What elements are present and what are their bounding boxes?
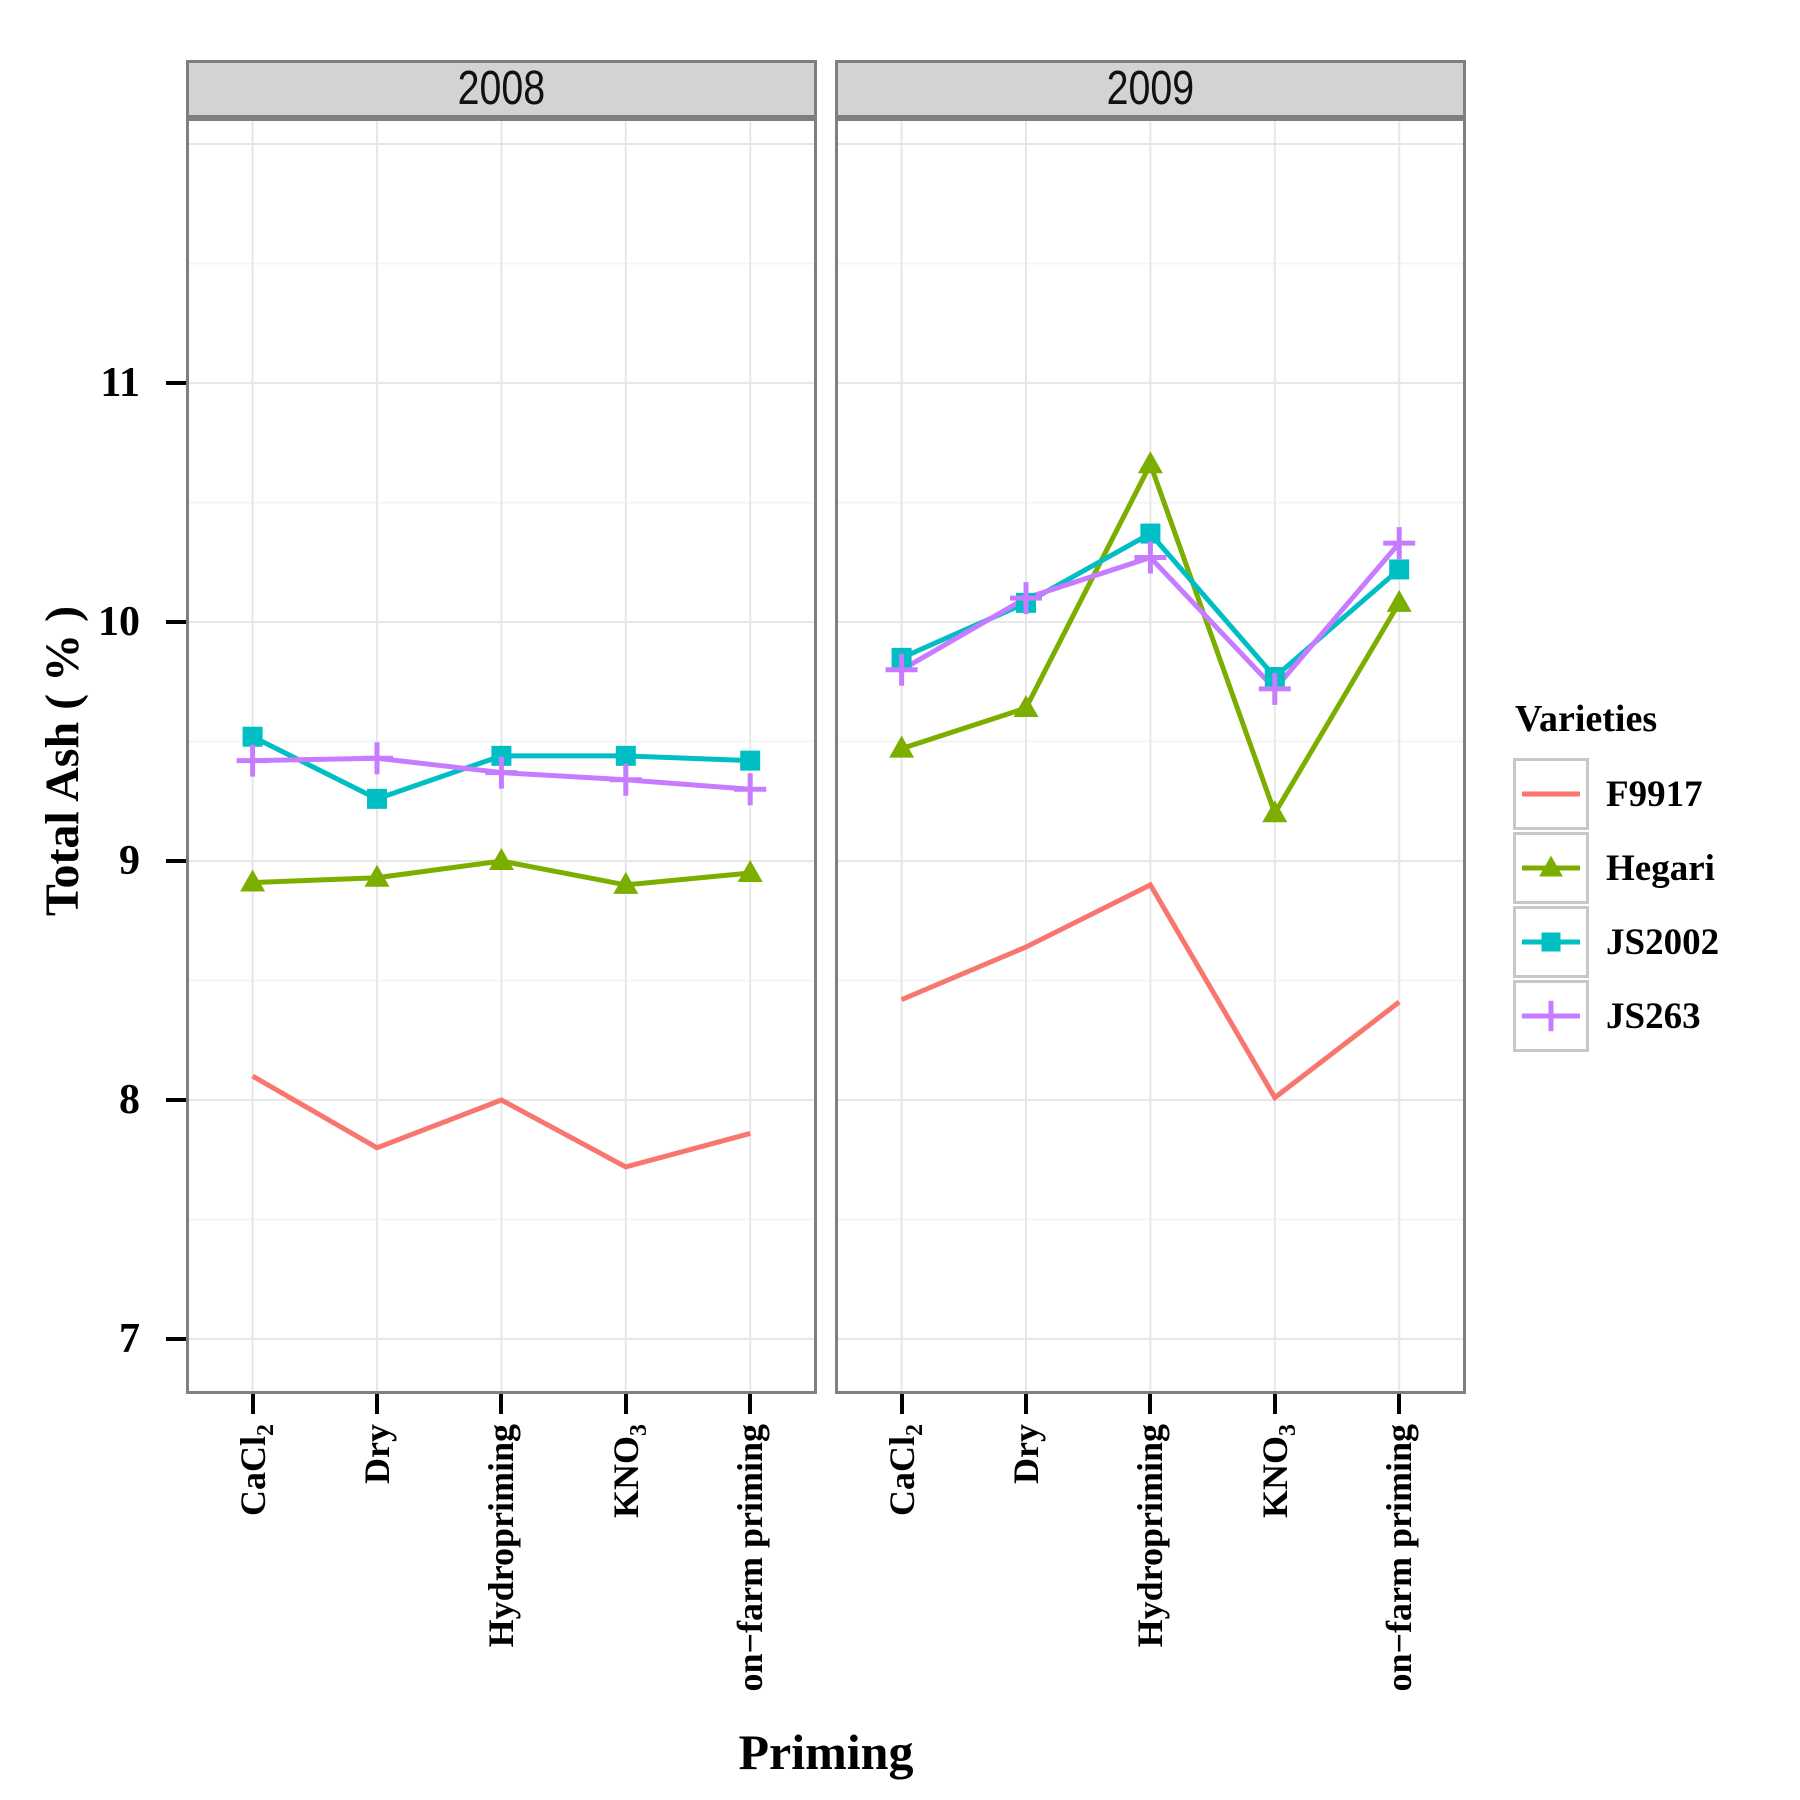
plus-marker xyxy=(361,742,393,775)
legend-symbol-line xyxy=(1522,791,1580,797)
panel-2009 xyxy=(835,118,1466,1394)
x-category-label: on−farm priming xyxy=(1379,1424,1420,1692)
series-line-F9917 xyxy=(900,881,1401,1102)
triangle-marker xyxy=(1539,855,1563,877)
y-axis-tick xyxy=(166,859,186,863)
x-category-label: KNO3 xyxy=(605,1424,652,1519)
square-marker xyxy=(491,745,512,766)
legend-key-F9917 xyxy=(1513,758,1589,830)
triangle-marker xyxy=(1137,451,1163,474)
triangle-marker xyxy=(364,864,390,887)
x-category-label: Dry xyxy=(1006,1424,1046,1484)
facet-strip-label: 2008 xyxy=(457,62,546,115)
x-category-label: Hydropriming xyxy=(1130,1424,1171,1648)
plus-marker xyxy=(1383,527,1416,560)
legend-label-JS263: JS263 xyxy=(1606,995,1701,1037)
plus-marker xyxy=(885,653,918,686)
square-marker xyxy=(1140,523,1161,544)
plus-marker xyxy=(1134,541,1167,574)
triangle-marker xyxy=(1386,589,1412,612)
legend-label-JS2002: JS2002 xyxy=(1606,921,1720,963)
x-axis-tick xyxy=(748,1394,753,1414)
x-axis-tick xyxy=(1272,1394,1277,1414)
y-tick-label: 8 xyxy=(119,1077,140,1123)
y-axis-tick xyxy=(166,1098,186,1102)
legend-symbol-triangle xyxy=(1522,855,1580,877)
x-axis-tick xyxy=(250,1394,255,1414)
y-axis-tick xyxy=(166,381,186,385)
triangle-marker xyxy=(488,848,514,870)
panel-2009-plot xyxy=(835,118,1466,1394)
plus-marker xyxy=(485,756,518,789)
triangle-marker xyxy=(737,859,763,882)
x-category-label: KNO3 xyxy=(1254,1424,1301,1519)
plus-marker xyxy=(1010,582,1042,615)
square-marker xyxy=(242,726,263,747)
x-axis-tick xyxy=(499,1394,504,1414)
y-axis-tick xyxy=(166,620,186,624)
square-marker xyxy=(367,788,387,809)
x-axis-tick xyxy=(1397,1394,1402,1414)
legend-label-Hegari: Hegari xyxy=(1606,847,1715,889)
square-marker xyxy=(1541,932,1561,952)
y-axis-title: Total Ash ( % ) xyxy=(36,605,89,917)
legend-label-F9917: F9917 xyxy=(1606,773,1703,815)
gridlines xyxy=(835,118,1466,1394)
triangle-marker xyxy=(1013,695,1039,718)
x-category-label: CaCl2 xyxy=(881,1424,928,1516)
x-axis-tick xyxy=(375,1394,379,1414)
legend-key-JS2002 xyxy=(1513,906,1589,978)
y-tick-label: 11 xyxy=(100,360,140,406)
legend-symbol-plus xyxy=(1522,1000,1580,1032)
series-markers xyxy=(885,451,1416,823)
legend-key-JS263 xyxy=(1513,980,1589,1052)
plus-marker xyxy=(236,744,269,777)
legend-key-Hegari xyxy=(1513,832,1589,904)
panel-2008-plot xyxy=(186,118,817,1394)
square-marker xyxy=(740,750,761,771)
x-axis-title: Priming xyxy=(738,1724,914,1780)
legend-symbol-square xyxy=(1522,932,1580,952)
legend-title: Varieties xyxy=(1515,698,1658,740)
y-axis-tick xyxy=(166,1337,186,1341)
x-axis-tick xyxy=(899,1394,904,1414)
plus-marker xyxy=(609,763,642,796)
x-axis-tick xyxy=(1024,1394,1028,1414)
x-category-label: on−farm priming xyxy=(730,1424,771,1692)
x-axis-tick xyxy=(1148,1394,1153,1414)
y-tick-label: 7 xyxy=(119,1316,140,1362)
panel-2008 xyxy=(186,118,817,1394)
plus-marker xyxy=(1535,1000,1567,1032)
triangle-marker xyxy=(1262,800,1288,823)
triangle-marker xyxy=(889,735,915,758)
series-markers xyxy=(236,726,767,894)
series-line-F9917 xyxy=(251,1073,751,1170)
facet-strip-2008: 2008 xyxy=(186,60,817,118)
plus-marker xyxy=(734,773,767,806)
x-category-label: CaCl2 xyxy=(232,1424,279,1516)
square-marker xyxy=(615,745,636,766)
square-marker xyxy=(1389,559,1410,580)
x-category-label: Hydropriming xyxy=(481,1424,522,1648)
plus-marker xyxy=(1258,672,1291,705)
facet-strip-2009: 2009 xyxy=(835,60,1466,118)
x-category-label: Dry xyxy=(357,1424,397,1484)
triangle-marker xyxy=(240,869,266,892)
y-tick-label: 9 xyxy=(119,838,140,884)
facet-strip-label: 2009 xyxy=(1106,62,1195,115)
y-tick-label: 10 xyxy=(98,599,140,645)
triangle-marker xyxy=(613,871,639,894)
x-axis-tick xyxy=(623,1394,628,1414)
